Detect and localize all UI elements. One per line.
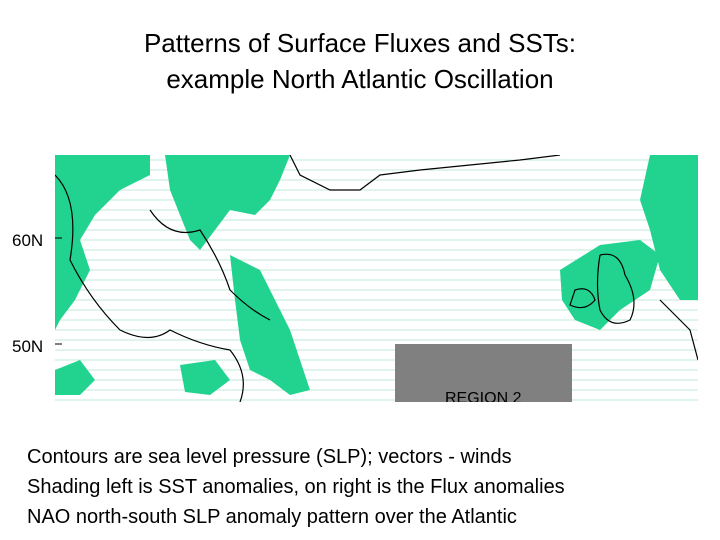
map: REGION 2 60N 50N — [12, 155, 698, 407]
caption-line: Contours are sea level pressure (SLP); v… — [27, 446, 512, 468]
title-line: example North Atlantic Oscillation — [166, 64, 554, 94]
region-box — [395, 344, 572, 402]
title-line: Patterns of Surface Fluxes and SSTs: — [143, 28, 577, 58]
lat-label: 50N — [12, 337, 43, 356]
region-label: REGION 2 — [445, 390, 522, 407]
caption-line: NAO north-south SLP anomaly pattern over… — [27, 506, 517, 528]
lat-label: 60N — [12, 231, 43, 250]
caption-line: Shading left is SST anomalies, on right … — [27, 476, 565, 498]
